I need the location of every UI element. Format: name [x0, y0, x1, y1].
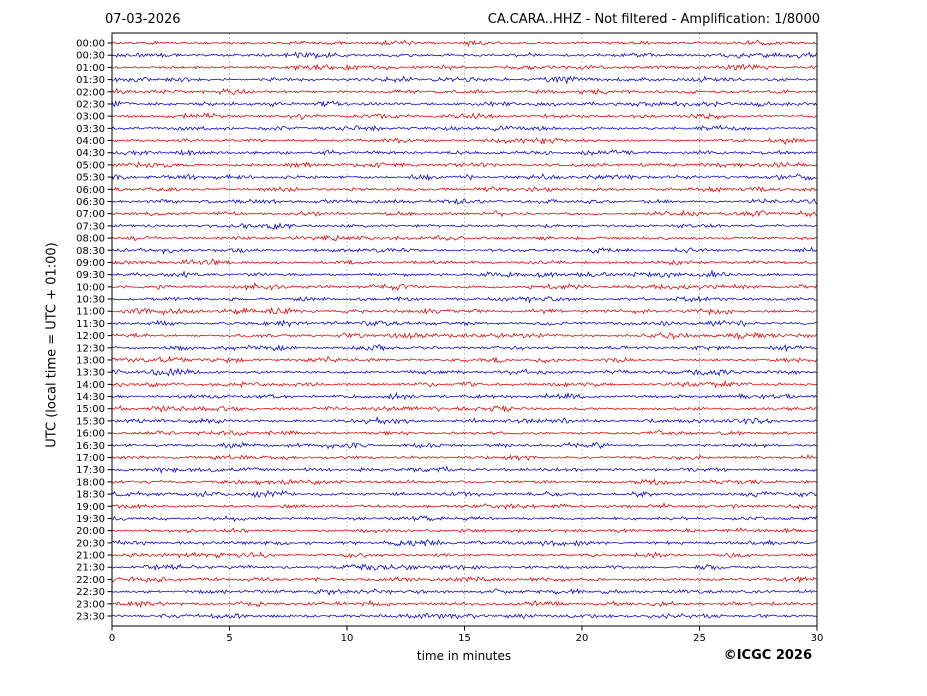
svg-text:25: 25	[693, 633, 706, 644]
svg-text:11:00: 11:00	[76, 307, 105, 318]
svg-text:23:00: 23:00	[76, 599, 105, 610]
svg-text:5: 5	[226, 633, 232, 644]
svg-text:23:30: 23:30	[76, 612, 105, 623]
x-axis-label: time in minutes	[416, 649, 512, 663]
svg-text:09:30: 09:30	[76, 270, 105, 281]
svg-text:15:30: 15:30	[76, 416, 105, 427]
svg-text:09:00: 09:00	[76, 258, 105, 269]
svg-text:10:00: 10:00	[76, 282, 105, 293]
svg-text:17:30: 17:30	[76, 465, 105, 476]
svg-text:10:30: 10:30	[76, 295, 105, 306]
svg-text:20:00: 20:00	[76, 526, 105, 537]
svg-text:19:30: 19:30	[76, 514, 105, 525]
svg-text:02:30: 02:30	[76, 99, 105, 110]
svg-text:16:30: 16:30	[76, 441, 105, 452]
svg-text:04:00: 04:00	[76, 136, 105, 147]
svg-text:07:30: 07:30	[76, 221, 105, 232]
svg-text:05:30: 05:30	[76, 173, 105, 184]
svg-text:01:00: 01:00	[76, 63, 105, 74]
svg-text:20:30: 20:30	[76, 538, 105, 549]
svg-text:0: 0	[109, 633, 115, 644]
svg-text:18:00: 18:00	[76, 477, 105, 488]
svg-text:00:30: 00:30	[76, 51, 105, 62]
svg-text:02:00: 02:00	[76, 87, 105, 98]
svg-text:21:00: 21:00	[76, 551, 105, 562]
svg-text:01:30: 01:30	[76, 75, 105, 86]
copyright-label: ©ICGC 2026	[723, 648, 812, 663]
svg-text:16:00: 16:00	[76, 429, 105, 440]
svg-text:08:00: 08:00	[76, 234, 105, 245]
svg-text:19:00: 19:00	[76, 502, 105, 513]
svg-text:14:00: 14:00	[76, 380, 105, 391]
plot-title: CA.CARA..HHZ - Not filtered - Amplificat…	[487, 12, 820, 27]
svg-text:11:30: 11:30	[76, 319, 105, 330]
svg-text:03:30: 03:30	[76, 124, 105, 135]
svg-text:12:30: 12:30	[76, 343, 105, 354]
svg-text:10: 10	[341, 633, 354, 644]
svg-text:07:00: 07:00	[76, 209, 105, 220]
svg-text:17:00: 17:00	[76, 453, 105, 464]
svg-text:12:00: 12:00	[76, 331, 105, 342]
svg-text:22:00: 22:00	[76, 575, 105, 586]
svg-text:21:30: 21:30	[76, 563, 105, 574]
svg-text:15: 15	[458, 633, 471, 644]
svg-text:05:00: 05:00	[76, 160, 105, 171]
svg-text:13:00: 13:00	[76, 355, 105, 366]
svg-text:06:00: 06:00	[76, 185, 105, 196]
svg-text:03:00: 03:00	[76, 112, 105, 123]
svg-text:04:30: 04:30	[76, 148, 105, 159]
svg-text:22:30: 22:30	[76, 587, 105, 598]
svg-text:15:00: 15:00	[76, 404, 105, 415]
svg-text:18:30: 18:30	[76, 490, 105, 501]
svg-text:00:00: 00:00	[76, 39, 105, 50]
svg-text:30: 30	[811, 633, 824, 644]
svg-text:06:30: 06:30	[76, 197, 105, 208]
svg-text:14:30: 14:30	[76, 392, 105, 403]
svg-text:13:30: 13:30	[76, 368, 105, 379]
date-label: 07-03-2026	[105, 12, 181, 27]
svg-text:08:30: 08:30	[76, 246, 105, 257]
svg-text:20: 20	[576, 633, 589, 644]
